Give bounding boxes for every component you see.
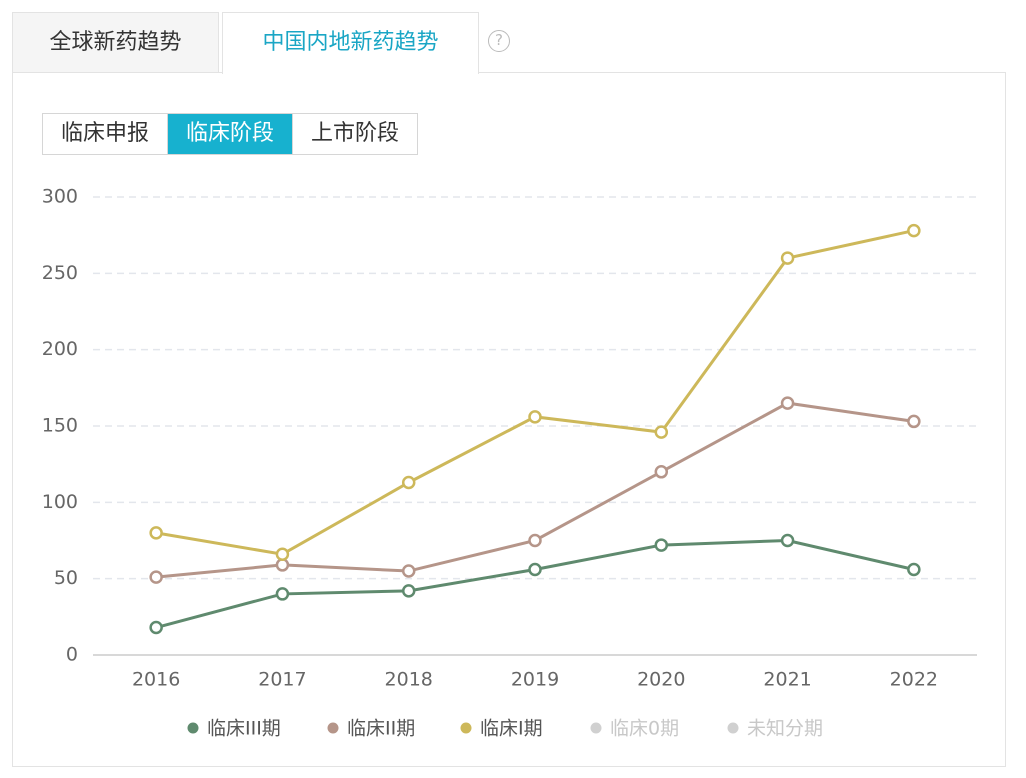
data-point: [907, 223, 921, 238]
data-point: [149, 620, 163, 635]
y-tick-label: 250: [42, 262, 78, 284]
data-point: [780, 533, 795, 548]
data-point: [149, 526, 163, 540]
x-tick-label: 2019: [511, 669, 559, 691]
legend-label[interactable]: 临床III期: [207, 718, 281, 740]
legend-marker[interactable]: [187, 722, 199, 734]
help-icon[interactable]: ?: [488, 30, 510, 52]
y-tick-label: 50: [54, 567, 78, 589]
legend-marker[interactable]: [460, 722, 472, 734]
data-point: [275, 547, 290, 561]
tab[interactable]: 中国内地新药趋势: [222, 12, 479, 74]
legend-marker[interactable]: [590, 722, 602, 734]
data-point: [401, 564, 416, 578]
legend-label[interactable]: 临床I期: [480, 718, 543, 740]
y-tick-label: 0: [66, 644, 78, 666]
data-point: [528, 410, 542, 424]
data-point: [654, 425, 669, 439]
data-point: [528, 533, 542, 548]
data-point: [780, 396, 795, 410]
panel: [12, 72, 1006, 767]
y-tick-label: 300: [42, 186, 78, 208]
data-point: [780, 251, 795, 265]
data-point: [275, 587, 290, 601]
series-line: [155, 229, 915, 556]
button[interactable]: 临床阶段: [167, 114, 292, 154]
data-point: [149, 570, 163, 584]
data-point: [907, 562, 921, 577]
x-tick-label: 2016: [132, 669, 180, 691]
button[interactable]: 临床申报: [60, 121, 149, 146]
legend-label[interactable]: 临床II期: [347, 718, 415, 740]
x-tick-label: 2020: [637, 669, 685, 691]
legend-marker[interactable]: [327, 722, 339, 734]
data-point: [528, 562, 542, 577]
data-point: [654, 538, 669, 552]
x-tick-label: 2022: [890, 669, 938, 691]
button-group: 临床申报 临床阶段 上市阶段: [42, 113, 418, 155]
y-tick-label: 100: [42, 491, 78, 513]
data-point: [401, 475, 416, 490]
y-tick-label: 200: [42, 338, 78, 360]
data-point: [401, 584, 416, 598]
tab[interactable]: 全球新药趋势: [12, 12, 219, 72]
x-tick-label: 2021: [763, 669, 811, 691]
data-point: [654, 465, 669, 479]
legend-marker[interactable]: [727, 722, 739, 734]
x-tick-label: 2017: [258, 669, 306, 691]
legend-label[interactable]: 未知分期: [747, 718, 823, 740]
y-tick-label: 150: [42, 415, 78, 437]
x-tick-label: 2018: [385, 669, 433, 691]
data-point: [907, 414, 921, 429]
button[interactable]: 上市阶段: [292, 114, 417, 154]
legend-label[interactable]: 临床0期: [610, 718, 679, 740]
data-point: [275, 558, 290, 572]
